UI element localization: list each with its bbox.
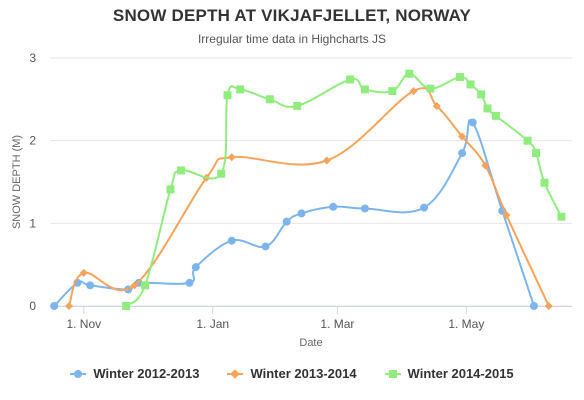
- data-point[interactable]: [529, 302, 538, 310]
- data-point[interactable]: [420, 203, 429, 212]
- data-point[interactable]: [322, 156, 331, 165]
- x-axis-title: Date: [299, 337, 322, 349]
- data-point[interactable]: [360, 85, 369, 94]
- data-point[interactable]: [455, 73, 464, 82]
- series-3: [122, 69, 566, 310]
- data-point[interactable]: [468, 118, 477, 127]
- data-point[interactable]: [265, 95, 274, 104]
- y-tick-label: 3: [29, 51, 36, 65]
- series-layer: [50, 69, 566, 310]
- data-point[interactable]: [432, 101, 441, 110]
- legend-symbol-icon: [70, 368, 87, 380]
- data-point[interactable]: [458, 149, 467, 158]
- y-tick-label: 2: [29, 134, 36, 148]
- chart-title: SNOW DEPTH AT VIKJAFJELLET, NORWAY: [112, 6, 472, 25]
- data-point[interactable]: [86, 281, 95, 290]
- data-point[interactable]: [409, 87, 418, 96]
- series-line: [53, 119, 535, 307]
- legend-item-3[interactable]: Winter 2014-2015: [384, 366, 514, 381]
- y-axis: 0 1 2 3: [29, 51, 36, 313]
- data-point[interactable]: [79, 268, 88, 277]
- data-point[interactable]: [217, 169, 226, 178]
- data-point[interactable]: [297, 209, 306, 218]
- legend-item-2[interactable]: Winter 2013-2014: [227, 366, 357, 381]
- data-point[interactable]: [477, 90, 486, 99]
- data-point[interactable]: [426, 84, 435, 93]
- series-1: [50, 118, 538, 310]
- series-2: [65, 87, 553, 310]
- x-tick-label: 1. May: [448, 317, 484, 331]
- chart-legend: Winter 2012-2013 Winter 2013-2014 Winter 2…: [0, 366, 584, 381]
- data-point[interactable]: [223, 91, 232, 100]
- data-point[interactable]: [405, 69, 414, 78]
- data-point[interactable]: [141, 281, 150, 290]
- data-point[interactable]: [191, 263, 200, 272]
- legend-item-1[interactable]: Winter 2012-2013: [70, 366, 199, 381]
- x-tick-label: 1. Jan: [196, 317, 229, 331]
- data-point[interactable]: [532, 149, 541, 158]
- data-point[interactable]: [65, 302, 74, 310]
- data-point[interactable]: [483, 104, 492, 113]
- x-tick-label: 1. Nov: [66, 317, 101, 331]
- data-point[interactable]: [329, 202, 338, 211]
- data-point[interactable]: [282, 217, 291, 226]
- data-point[interactable]: [50, 302, 59, 310]
- y-tick-label: 0: [29, 299, 36, 313]
- data-point[interactable]: [236, 85, 245, 94]
- y-axis-title: SNOW DEPTH (M): [11, 135, 23, 229]
- legend-symbol-icon: [227, 368, 244, 380]
- data-point[interactable]: [122, 302, 131, 310]
- data-point[interactable]: [491, 111, 500, 120]
- data-point[interactable]: [227, 153, 236, 162]
- data-point[interactable]: [185, 278, 194, 287]
- data-point[interactable]: [544, 302, 553, 310]
- data-point[interactable]: [293, 101, 302, 110]
- data-point[interactable]: [130, 281, 139, 290]
- data-point[interactable]: [466, 80, 475, 89]
- series-line: [68, 87, 550, 307]
- legend-symbol-icon: [384, 368, 401, 380]
- legend-label: Winter 2014-2015: [407, 366, 514, 381]
- data-point[interactable]: [261, 242, 270, 251]
- data-point[interactable]: [523, 136, 532, 145]
- data-point[interactable]: [458, 132, 467, 141]
- data-point[interactable]: [346, 75, 355, 84]
- y-tick-label: 1: [29, 216, 36, 230]
- data-point[interactable]: [360, 204, 369, 213]
- data-point[interactable]: [481, 161, 490, 170]
- x-tick-label: 1. Mar: [320, 317, 354, 331]
- snow-depth-chart: 1. Nov 1. Jan 1. Mar 1. May 0 1 2 3 Date SNOW …: [11, 51, 572, 349]
- x-axis: 1. Nov 1. Jan 1. Mar 1. May: [50, 306, 572, 331]
- chart-subtitle: Irregular time data in Highcharts JS: [197, 32, 387, 46]
- data-point[interactable]: [166, 185, 175, 194]
- data-point[interactable]: [177, 166, 186, 175]
- data-point[interactable]: [502, 211, 511, 220]
- legend-label: Winter 2012-2013: [93, 366, 200, 381]
- legend-label: Winter 2013-2014: [250, 366, 357, 381]
- data-point[interactable]: [388, 87, 397, 96]
- data-point[interactable]: [540, 178, 549, 187]
- data-point[interactable]: [557, 212, 566, 221]
- data-point[interactable]: [227, 236, 236, 245]
